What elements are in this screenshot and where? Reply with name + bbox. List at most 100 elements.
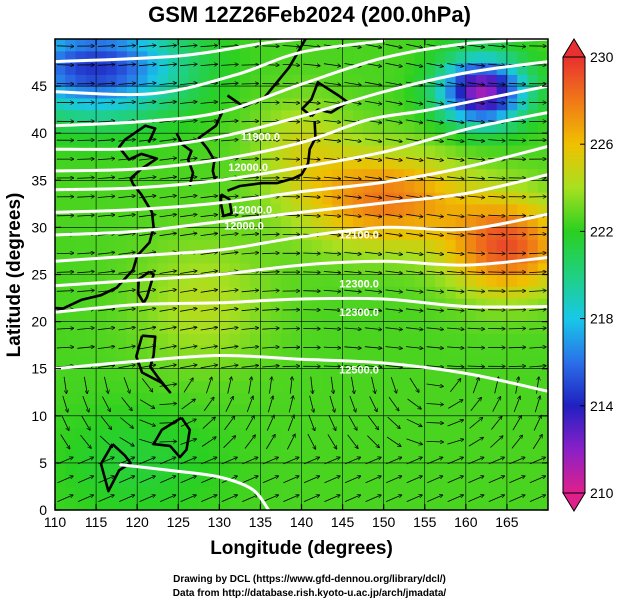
wind-arrow: [290, 377, 292, 394]
wind-arrow: [266, 415, 274, 431]
wind-arrow: [344, 195, 361, 198]
temperature-cell: [301, 86, 313, 99]
temperature-cell: [393, 333, 405, 346]
temperature-cell: [167, 498, 179, 510]
wind-arrow: [138, 233, 156, 237]
temperature-cell: [239, 203, 251, 217]
temperature-cell: [322, 74, 333, 87]
temperature-cell: [537, 392, 548, 405]
temperature-cell: [65, 239, 77, 252]
wind-arrow: [241, 159, 259, 160]
wind-arrow: [533, 415, 541, 431]
wind-arrow: [200, 64, 218, 65]
wind-arrow: [364, 251, 382, 254]
temperature-cell: [537, 74, 548, 87]
temperature-cell: [465, 392, 477, 405]
temperature-cell: [476, 215, 487, 229]
temperature-cell: [229, 309, 241, 323]
wind-arrow: [447, 420, 464, 427]
temperature-cell: [219, 227, 231, 240]
temperature-cell: [311, 333, 323, 346]
temperature-cell: [219, 462, 231, 476]
temperature-cell: [332, 345, 344, 358]
temperature-cell: [291, 451, 303, 464]
temperature-cell: [250, 404, 262, 417]
temperature-cell: [106, 262, 118, 276]
wind-arrow: [288, 396, 293, 413]
temperature-cell: [435, 392, 446, 405]
temperature-cell: [352, 239, 364, 252]
temperature-cell: [322, 474, 333, 488]
temperature-cell: [188, 50, 200, 64]
temperature-cell: [352, 62, 364, 75]
temperature-cell: [55, 321, 66, 334]
temperature-cell: [75, 74, 87, 87]
wind-arrow: [323, 290, 341, 291]
temperature-cell: [229, 144, 241, 158]
temperature-cell: [75, 486, 87, 499]
wind-arrow: [118, 196, 136, 198]
wind-arrow: [200, 121, 218, 123]
temperature-cell: [496, 368, 508, 382]
temperature-cell: [517, 427, 529, 440]
temperature-cell: [301, 415, 313, 429]
temperature-cell: [55, 298, 66, 311]
temperature-cell: [322, 427, 333, 440]
temperature-cell: [373, 392, 385, 405]
x-tick-label: 135: [249, 514, 273, 530]
temperature-cell: [178, 356, 190, 370]
temperature-cell: [167, 109, 179, 123]
wind-arrow: [467, 215, 485, 217]
temperature-cell: [476, 345, 487, 358]
temperature-cell: [291, 203, 303, 217]
wind-arrow: [427, 457, 443, 465]
temperature-cell: [322, 309, 333, 323]
wind-arrow: [409, 377, 419, 392]
temperature-cell: [137, 109, 149, 123]
temperature-cell: [106, 415, 118, 429]
temperature-cell: [373, 380, 385, 393]
temperature-cell: [465, 109, 477, 123]
temperature-cell: [198, 333, 210, 346]
temperature-cell: [137, 368, 149, 382]
temperature-cell: [301, 439, 313, 452]
wind-arrow: [344, 215, 361, 217]
temperature-cell: [178, 203, 190, 217]
temperature-cell: [476, 309, 487, 323]
temperature-cell: [260, 97, 272, 111]
temperature-cell: [106, 109, 118, 123]
temperature-cell: [280, 427, 292, 440]
temperature-cell: [424, 86, 436, 99]
wind-arrow: [364, 81, 382, 85]
temperature-cell: [291, 498, 303, 510]
temperature-cell: [373, 262, 385, 276]
wind-arrow: [311, 376, 313, 394]
wind-arrow: [262, 366, 279, 367]
temperature-cell: [486, 227, 498, 240]
wind-arrow: [467, 309, 485, 310]
wind-arrow: [120, 417, 133, 429]
temperature-cell: [157, 392, 169, 405]
temperature-cell: [270, 451, 282, 464]
temperature-cell: [373, 156, 385, 170]
wind-arrow: [97, 159, 115, 160]
temperature-cell: [393, 215, 405, 229]
temperature-cell: [167, 192, 179, 205]
temperature-cell: [537, 309, 548, 323]
wind-arrow: [327, 434, 337, 449]
wind-arrow: [180, 102, 197, 104]
temperature-cell: [527, 227, 539, 240]
wind-arrow: [121, 397, 133, 410]
temperature-cell: [75, 50, 87, 64]
temperature-cell: [75, 345, 87, 358]
temperature-cell: [496, 345, 508, 358]
temperature-cell: [75, 109, 87, 123]
temperature-cell: [342, 192, 354, 205]
temperature-cell: [496, 274, 508, 287]
temperature-cell: [65, 262, 77, 276]
wind-arrow: [138, 139, 156, 141]
temperature-cell: [291, 368, 303, 382]
wind-arrow: [426, 328, 444, 330]
temperature-cell: [239, 345, 251, 358]
temperature-cell: [332, 262, 344, 276]
